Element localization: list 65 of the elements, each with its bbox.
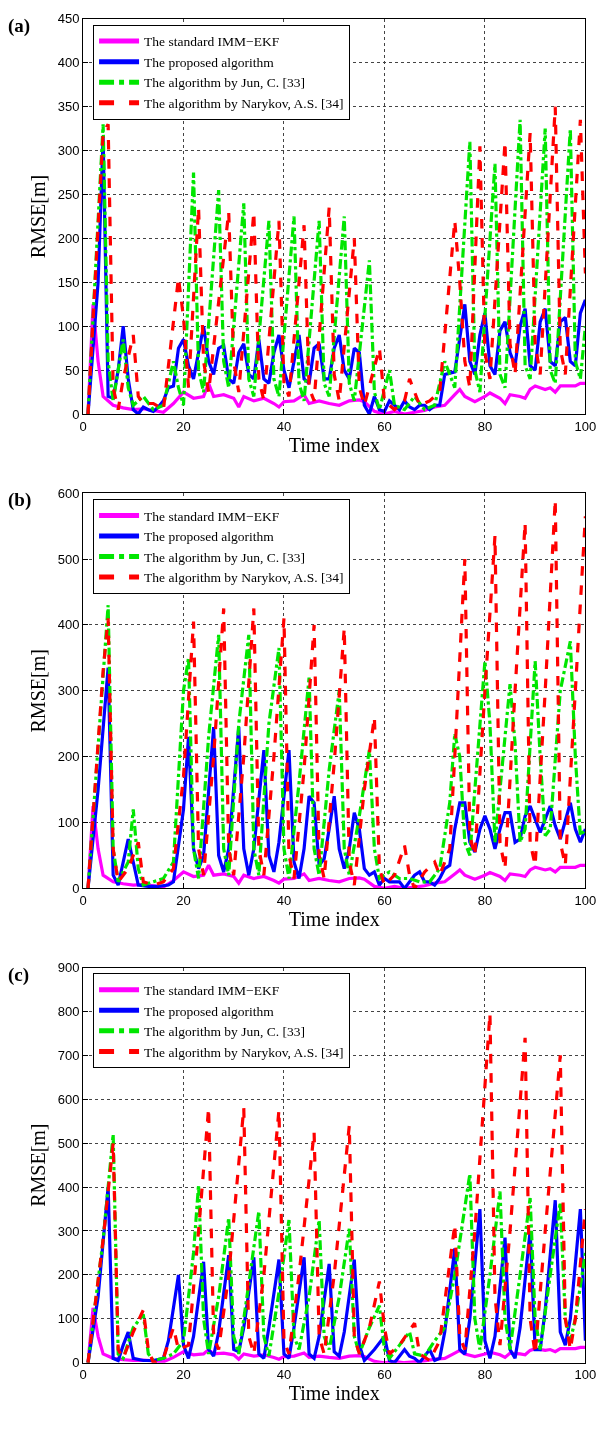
y-tick-label: 0 xyxy=(72,406,80,422)
y-tick-label: 700 xyxy=(57,1047,80,1063)
x-axis-title: Time index xyxy=(288,433,380,456)
x-tick-label: 40 xyxy=(276,1367,292,1383)
x-tick-label: 20 xyxy=(176,418,191,434)
y-tick-label: 350 xyxy=(57,99,80,115)
x-axis-title: Time index xyxy=(288,1382,380,1405)
x-tick-label: 40 xyxy=(276,418,292,434)
y-axis-title: RMSE[m] xyxy=(27,649,50,733)
x-tick-label: 20 xyxy=(176,1367,191,1383)
y-tick-label: 200 xyxy=(57,230,80,246)
x-axis-title: Time index xyxy=(288,907,380,930)
y-tick-label: 250 xyxy=(57,187,80,203)
y-tick-label: 900 xyxy=(57,960,80,976)
y-tick-label: 200 xyxy=(57,1267,80,1283)
line-series xyxy=(86,603,586,889)
y-tick-label: 500 xyxy=(57,551,80,567)
x-tick-label: 60 xyxy=(377,418,392,434)
y-axis-title: RMSE[m] xyxy=(27,1123,50,1207)
legend-label: The algorithm by Narykov, A.S. [34] xyxy=(144,95,344,111)
y-tick-label: 450 xyxy=(57,11,80,27)
y-tick-label: 0 xyxy=(72,1355,80,1371)
y-tick-label: 400 xyxy=(57,617,80,633)
x-tick-label: 100 xyxy=(574,1367,597,1383)
legend-label: The algorithm by Jun, C. [33] xyxy=(144,75,305,91)
y-tick-label: 100 xyxy=(57,318,80,334)
x-tick-label: 100 xyxy=(574,892,597,908)
legend-label: The proposed algorithm xyxy=(144,1003,275,1019)
x-tick-label: 100 xyxy=(574,418,597,434)
legend-label: The standard IMM−EKF xyxy=(144,983,280,999)
x-tick-label: 80 xyxy=(477,1367,493,1383)
y-tick-label: 600 xyxy=(57,485,80,501)
x-tick-label: 20 xyxy=(176,892,191,908)
legend-label: The algorithm by Narykov, A.S. [34] xyxy=(144,1044,344,1060)
y-tick-label: 0 xyxy=(72,880,80,896)
y-tick-label: 600 xyxy=(57,1091,80,1107)
y-axis-title: RMSE[m] xyxy=(27,174,50,259)
x-tick-label: 40 xyxy=(276,892,292,908)
x-tick-label: 60 xyxy=(377,1367,392,1383)
chart-title: (a) xyxy=(8,15,31,37)
chart-title: (b) xyxy=(8,489,32,511)
y-tick-label: 50 xyxy=(64,362,80,378)
legend-label: The algorithm by Jun, C. [33] xyxy=(144,549,305,565)
chart-title: (c) xyxy=(8,964,30,986)
y-tick-label: 150 xyxy=(57,274,80,290)
legend-label: The proposed algorithm xyxy=(144,54,275,70)
y-tick-label: 100 xyxy=(57,815,80,831)
y-tick-label: 300 xyxy=(57,1223,80,1239)
x-tick-label: 80 xyxy=(477,418,493,434)
y-tick-label: 100 xyxy=(57,1311,80,1327)
y-tick-label: 400 xyxy=(57,1179,80,1195)
legend-label: The algorithm by Jun, C. [33] xyxy=(144,1024,305,1040)
legend-label: The standard IMM−EKF xyxy=(144,508,280,524)
legend-label: The proposed algorithm xyxy=(144,529,275,545)
y-tick-label: 300 xyxy=(57,143,80,159)
x-tick-label: 60 xyxy=(377,892,392,908)
x-tick-label: 80 xyxy=(477,892,493,908)
y-tick-label: 200 xyxy=(57,749,80,765)
y-tick-label: 500 xyxy=(57,1135,80,1151)
y-tick-label: 300 xyxy=(57,683,80,699)
legend-label: The algorithm by Narykov, A.S. [34] xyxy=(144,570,344,586)
line-series xyxy=(86,1132,586,1363)
legend-label: The standard IMM−EKF xyxy=(144,34,280,50)
y-tick-label: 800 xyxy=(57,1004,80,1019)
y-tick-label: 400 xyxy=(57,55,80,71)
